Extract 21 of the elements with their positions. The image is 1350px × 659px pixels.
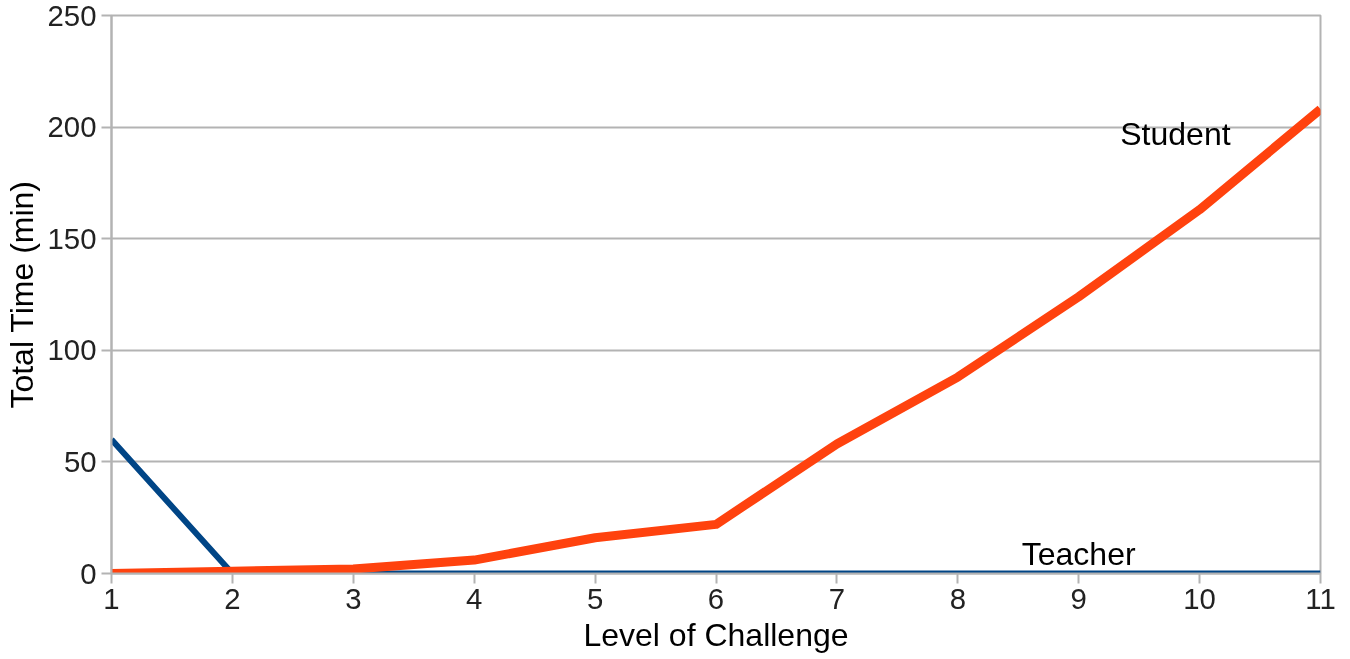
x-tick-label: 10	[1183, 581, 1216, 615]
x-axis-title: Level of Challenge	[583, 616, 849, 653]
x-tick-label: 1	[103, 581, 120, 615]
y-tick-label: 100	[47, 333, 97, 367]
x-tick-label: 11	[1305, 581, 1336, 615]
x-tick-label: 5	[586, 581, 604, 615]
y-tick-label: 50	[63, 444, 97, 478]
x-tick-label: 7	[828, 581, 846, 615]
x-tick-label: 3	[345, 581, 362, 615]
x-tick-label: 6	[707, 581, 725, 615]
series-label: Student	[1120, 116, 1231, 153]
x-tick-label: 8	[949, 581, 966, 615]
series-label: Teacher	[1021, 535, 1136, 572]
x-tick-label: 9	[1070, 581, 1087, 615]
y-tick-label: 200	[47, 110, 97, 144]
y-axis-title: Total Time (min)	[3, 180, 40, 409]
y-tick-label: 250	[47, 0, 97, 32]
y-tick-label: 0	[80, 556, 97, 590]
x-tick-label: 2	[224, 581, 241, 615]
y-tick-label: 150	[47, 221, 97, 255]
x-tick-label: 4	[466, 581, 483, 615]
